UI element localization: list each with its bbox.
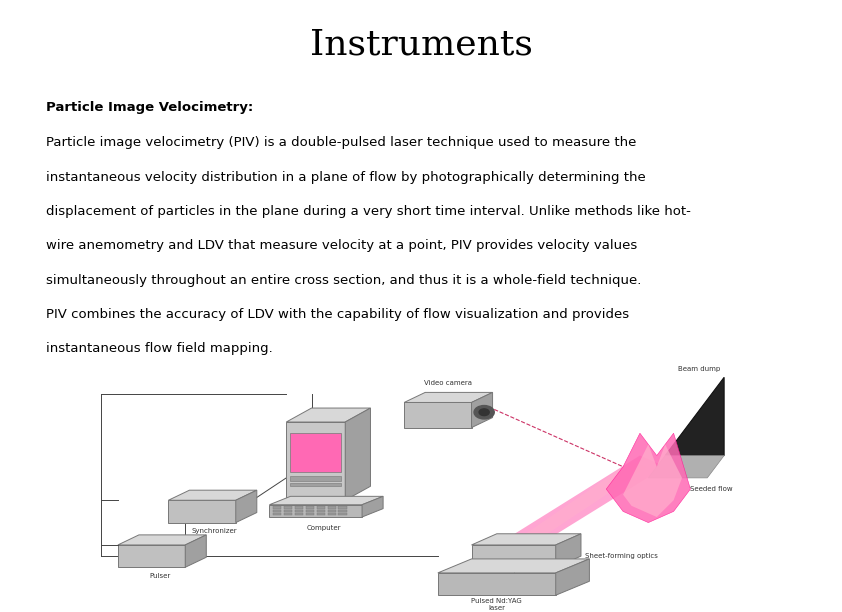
Text: Sheet-forming optics: Sheet-forming optics [585,553,658,559]
Polygon shape [497,455,665,545]
Polygon shape [269,505,362,517]
Polygon shape [338,506,347,509]
Text: Computer: Computer [307,525,341,531]
Polygon shape [404,403,472,428]
Polygon shape [509,461,648,545]
Text: wire anemometry and LDV that measure velocity at a point, PIV provides velocity : wire anemometry and LDV that measure vel… [46,239,637,252]
Polygon shape [168,500,236,523]
Text: instantaneous velocity distribution in a plane of flow by photographically deter: instantaneous velocity distribution in a… [46,171,646,184]
Polygon shape [284,510,292,512]
Polygon shape [295,506,303,509]
Text: Particle Image Velocimetry:: Particle Image Velocimetry: [46,101,253,114]
Polygon shape [362,496,383,517]
Text: Instruments: Instruments [310,28,532,62]
Polygon shape [185,535,206,567]
Polygon shape [290,483,341,487]
Polygon shape [290,433,341,472]
Polygon shape [286,408,370,422]
Polygon shape [472,534,581,545]
Text: Pulser: Pulser [149,573,171,579]
Polygon shape [295,510,303,512]
Polygon shape [317,513,325,515]
Polygon shape [284,513,292,515]
Text: Synchronizer: Synchronizer [192,528,237,534]
Polygon shape [118,535,206,545]
Polygon shape [284,506,292,509]
Polygon shape [338,510,347,512]
Polygon shape [404,392,493,403]
Polygon shape [269,496,383,505]
Text: Video camera: Video camera [424,379,472,386]
Polygon shape [328,513,336,515]
Polygon shape [273,513,281,515]
Polygon shape [606,433,690,523]
Polygon shape [317,506,325,509]
Polygon shape [273,506,281,509]
Text: Particle image velocimetry (PIV) is a double-pulsed laser technique used to meas: Particle image velocimetry (PIV) is a do… [46,136,637,149]
Polygon shape [273,510,281,512]
Polygon shape [328,510,336,512]
Text: simultaneously throughout an entire cross section, and thus it is a whole-field : simultaneously throughout an entire cros… [46,274,642,286]
Polygon shape [286,422,345,500]
Polygon shape [472,392,493,428]
Polygon shape [345,408,370,500]
Polygon shape [306,513,314,515]
Polygon shape [295,513,303,515]
Circle shape [479,409,489,416]
Polygon shape [168,490,257,500]
Polygon shape [438,559,589,573]
Polygon shape [317,510,325,512]
Polygon shape [438,573,556,595]
Text: Seeded flow: Seeded flow [690,486,733,492]
Polygon shape [648,455,724,478]
Polygon shape [556,559,589,595]
Polygon shape [306,510,314,512]
Text: displacement of particles in the plane during a very short time interval. Unlike: displacement of particles in the plane d… [46,205,691,218]
Text: Beam dump: Beam dump [678,366,720,371]
Polygon shape [665,378,724,455]
Polygon shape [328,506,336,509]
Text: PIV combines the accuracy of LDV with the capability of flow visualization and p: PIV combines the accuracy of LDV with th… [46,308,630,321]
Polygon shape [290,476,341,480]
Polygon shape [118,545,185,567]
Circle shape [474,406,494,419]
Polygon shape [338,513,347,515]
Polygon shape [306,506,314,509]
Text: instantaneous flow field mapping.: instantaneous flow field mapping. [46,342,273,355]
Text: Pulsed Nd:YAG
laser: Pulsed Nd:YAG laser [472,598,522,611]
Polygon shape [236,490,257,523]
Polygon shape [472,545,556,567]
Polygon shape [623,444,682,517]
Polygon shape [556,534,581,567]
